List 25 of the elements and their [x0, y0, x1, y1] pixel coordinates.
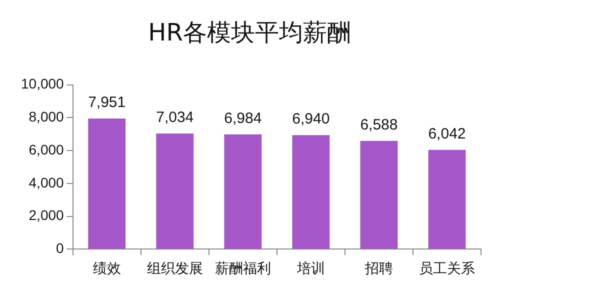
- y-tick-label: 10,000: [20, 76, 64, 92]
- chart-title: HR各模块平均薪酬: [148, 18, 351, 47]
- y-tick-label: 8,000: [28, 108, 64, 125]
- bar: [224, 134, 262, 249]
- x-tick-label: 招聘: [364, 261, 393, 278]
- bar: [292, 135, 330, 249]
- data-label: 7,951: [88, 94, 126, 112]
- x-tick-label: 培训: [296, 261, 325, 278]
- bar: [360, 140, 398, 249]
- x-tick-label: 员工关系: [418, 261, 475, 278]
- bar: [428, 150, 466, 249]
- data-label: 6,984: [224, 110, 262, 128]
- y-tick-label: 6,000: [28, 141, 64, 158]
- x-tick-label: 薪酬福利: [214, 261, 271, 278]
- y-tick-label: 4,000: [28, 174, 64, 190]
- data-label: 6,588: [360, 116, 398, 134]
- data-label: 6,940: [292, 110, 330, 128]
- data-label: 6,042: [428, 126, 466, 143]
- bar: [156, 134, 194, 249]
- data-label: 7,034: [156, 109, 194, 126]
- y-tick-label: 0: [56, 240, 64, 256]
- x-tick-label: 绩效: [92, 261, 121, 278]
- x-tick-label: 组织发展: [146, 261, 203, 278]
- bar: [88, 118, 126, 249]
- y-tick-label: 2,000: [28, 207, 64, 224]
